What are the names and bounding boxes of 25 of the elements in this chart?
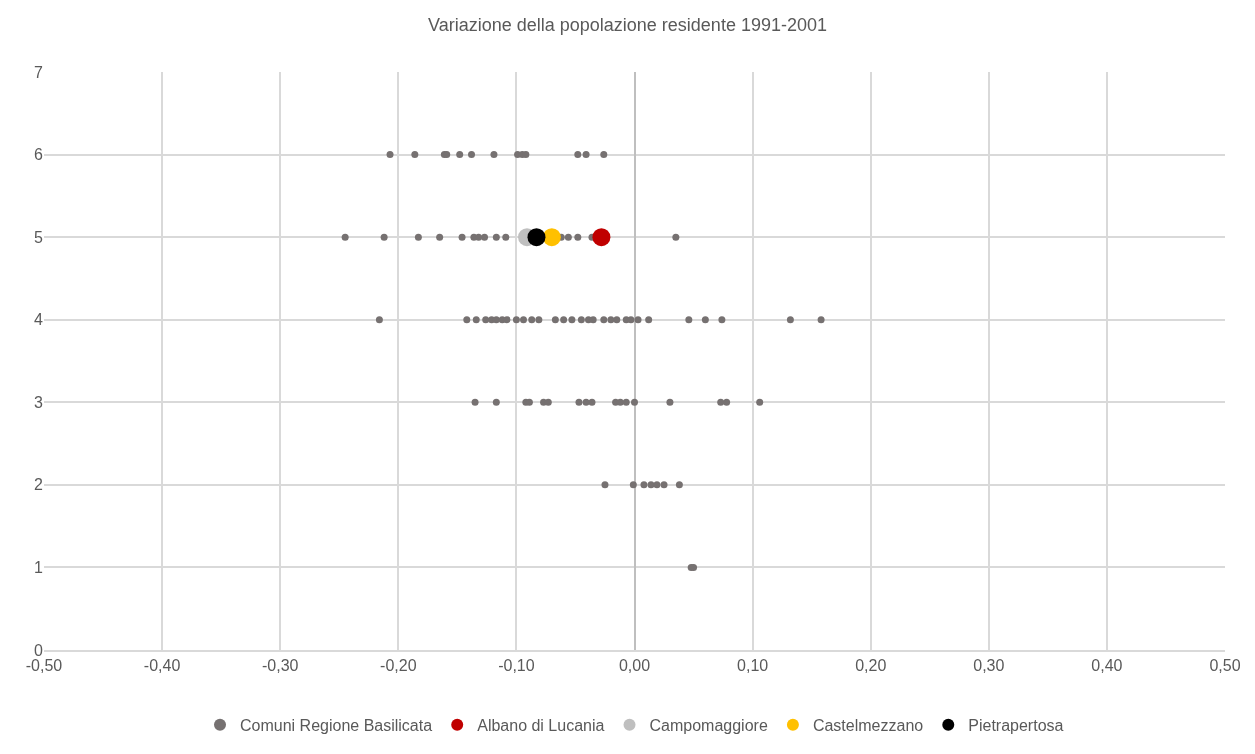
- legend-label: Comuni Regione Basilicata: [240, 716, 433, 734]
- y-tick-label: 0: [34, 641, 44, 659]
- legend-label: Pietrapertosa: [968, 716, 1064, 734]
- y-tick-label: 3: [34, 393, 44, 411]
- x-tick-label: 0,00: [618, 657, 651, 675]
- x-tick-label: -0,40: [143, 657, 181, 675]
- y-tick-label: 5: [34, 228, 44, 246]
- y-tick-label: 6: [34, 146, 44, 164]
- x-tick-label: 0,40: [1091, 657, 1123, 675]
- x-tick-label: 0,30: [973, 657, 1005, 675]
- x-tick-label: -0,30: [261, 657, 299, 675]
- y-tick-label: 1: [34, 559, 44, 577]
- y-tick-label: 7: [34, 63, 44, 81]
- chart-title: Variazione della popolazione residente 1991-2001: [428, 15, 827, 36]
- legend-label: Campomaggiore: [649, 716, 768, 734]
- y-tick-label: 4: [34, 311, 44, 329]
- legend-label: Albano di Lucania: [477, 716, 605, 734]
- x-tick-label: 0,20: [855, 657, 887, 675]
- legend-label: Castelmezzano: [812, 716, 924, 734]
- x-tick-label: -0,20: [380, 657, 417, 675]
- x-tick-label: -0,10: [498, 657, 535, 675]
- y-tick-label: 2: [34, 476, 44, 494]
- x-tick-label: -0,50: [25, 657, 63, 675]
- x-tick-label: 0,50: [1209, 657, 1241, 675]
- x-tick-label: 0,10: [737, 657, 769, 675]
